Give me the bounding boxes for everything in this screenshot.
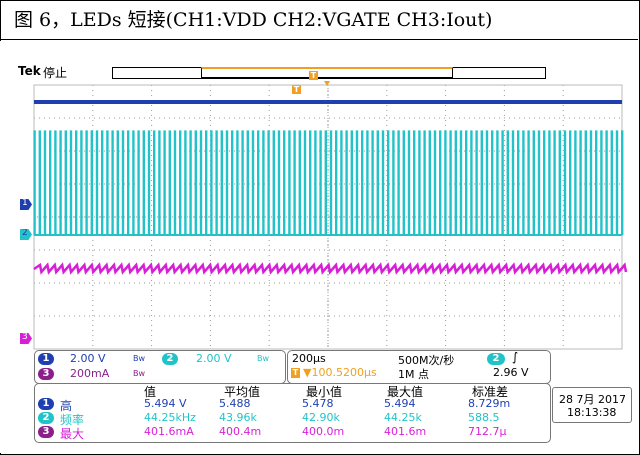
run-state: 停止 (43, 66, 68, 80)
row-label: 高 (60, 399, 73, 413)
bandwidth-limit-icon: Bw (133, 369, 146, 378)
header-max: 最大值 (386, 385, 423, 399)
trigger-time-marker-icon (324, 81, 330, 86)
graticule-grid (33, 84, 623, 350)
sample-rate: 500M次/秒 (398, 354, 455, 367)
record-length: 1M 点 (398, 368, 429, 381)
record-view-window[interactable] (201, 67, 453, 78)
row-badge: 2 (38, 412, 54, 424)
time: 18:13:38 (567, 406, 617, 419)
ch3-iout-trace (33, 262, 628, 275)
ch1-scale: 2.00 V (70, 352, 106, 365)
timebase-trigger-panel (287, 350, 551, 384)
header-min: 最小值 (305, 385, 342, 399)
timebase-scale[interactable]: 200μs (292, 352, 326, 365)
bandwidth-limit-icon: Bw (133, 354, 146, 363)
trigger-position-marker-2[interactable]: T (292, 85, 301, 94)
graticule-area (33, 81, 628, 350)
table-row: 3 最大 401.6mA 400.4m 400.0m 401.6m 712.7μ (0, 425, 560, 441)
oscilloscope-screen: Tek 停止 T T 1 2 3 1 2.00 V Bw 2 2.00 V Bw… (0, 41, 638, 453)
ch2-scale: 2.00 V (196, 352, 232, 365)
bandwidth-limit-icon: Bw (257, 354, 270, 363)
trigger-slope-icon: ∫ (512, 350, 519, 364)
table-row: 1 高 5.494 V 5.488 5.478 5.494 8.729m (0, 397, 560, 413)
figure-caption: 图 6，LEDs 短接(CH1:VDD CH2:VGATE CH3:Iout) (0, 0, 638, 40)
trigger-level[interactable]: 2.96 V (493, 366, 529, 379)
row-label: 最大 (60, 427, 85, 441)
trigger-marker-badge: T (291, 368, 300, 378)
ch2-badge: 2 (162, 353, 178, 365)
trigger-position-readout[interactable]: ▼100.5200μs (303, 366, 377, 379)
ch1-ground-marker[interactable]: 1 (20, 199, 32, 210)
trigger-source-badge[interactable]: 2 (487, 353, 505, 365)
record-overview-bar[interactable] (112, 67, 546, 79)
row-label: 频率 (60, 413, 85, 427)
tek-logo: Tek (18, 64, 41, 78)
header-mean: 平均值 (223, 385, 260, 399)
trigger-position-marker[interactable]: T (309, 71, 318, 80)
header-stddev: 标准差 (471, 385, 508, 399)
datetime-box: 28 7月 2017 18:13:38 (552, 387, 632, 423)
ch3-ground-marker[interactable]: 3 (20, 333, 32, 344)
row-badge: 3 (38, 426, 54, 438)
measurement-panel (34, 383, 551, 443)
channel-settings-panel (34, 350, 286, 384)
header-value: 值 (143, 385, 156, 399)
date: 28 7月 2017 (559, 393, 626, 406)
ch2-ground-marker[interactable]: 2 (20, 229, 32, 240)
ch2-vgate-trace (33, 130, 624, 236)
row-badge: 1 (38, 398, 54, 410)
waveforms (33, 100, 628, 275)
ch3-scale: 200mA (70, 367, 110, 380)
ch3-badge: 3 (38, 368, 54, 380)
table-row: 2 频率 44.25kHz 43.96k 42.90k 44.25k 588.5 (0, 411, 560, 427)
ch1-badge: 1 (38, 353, 54, 365)
